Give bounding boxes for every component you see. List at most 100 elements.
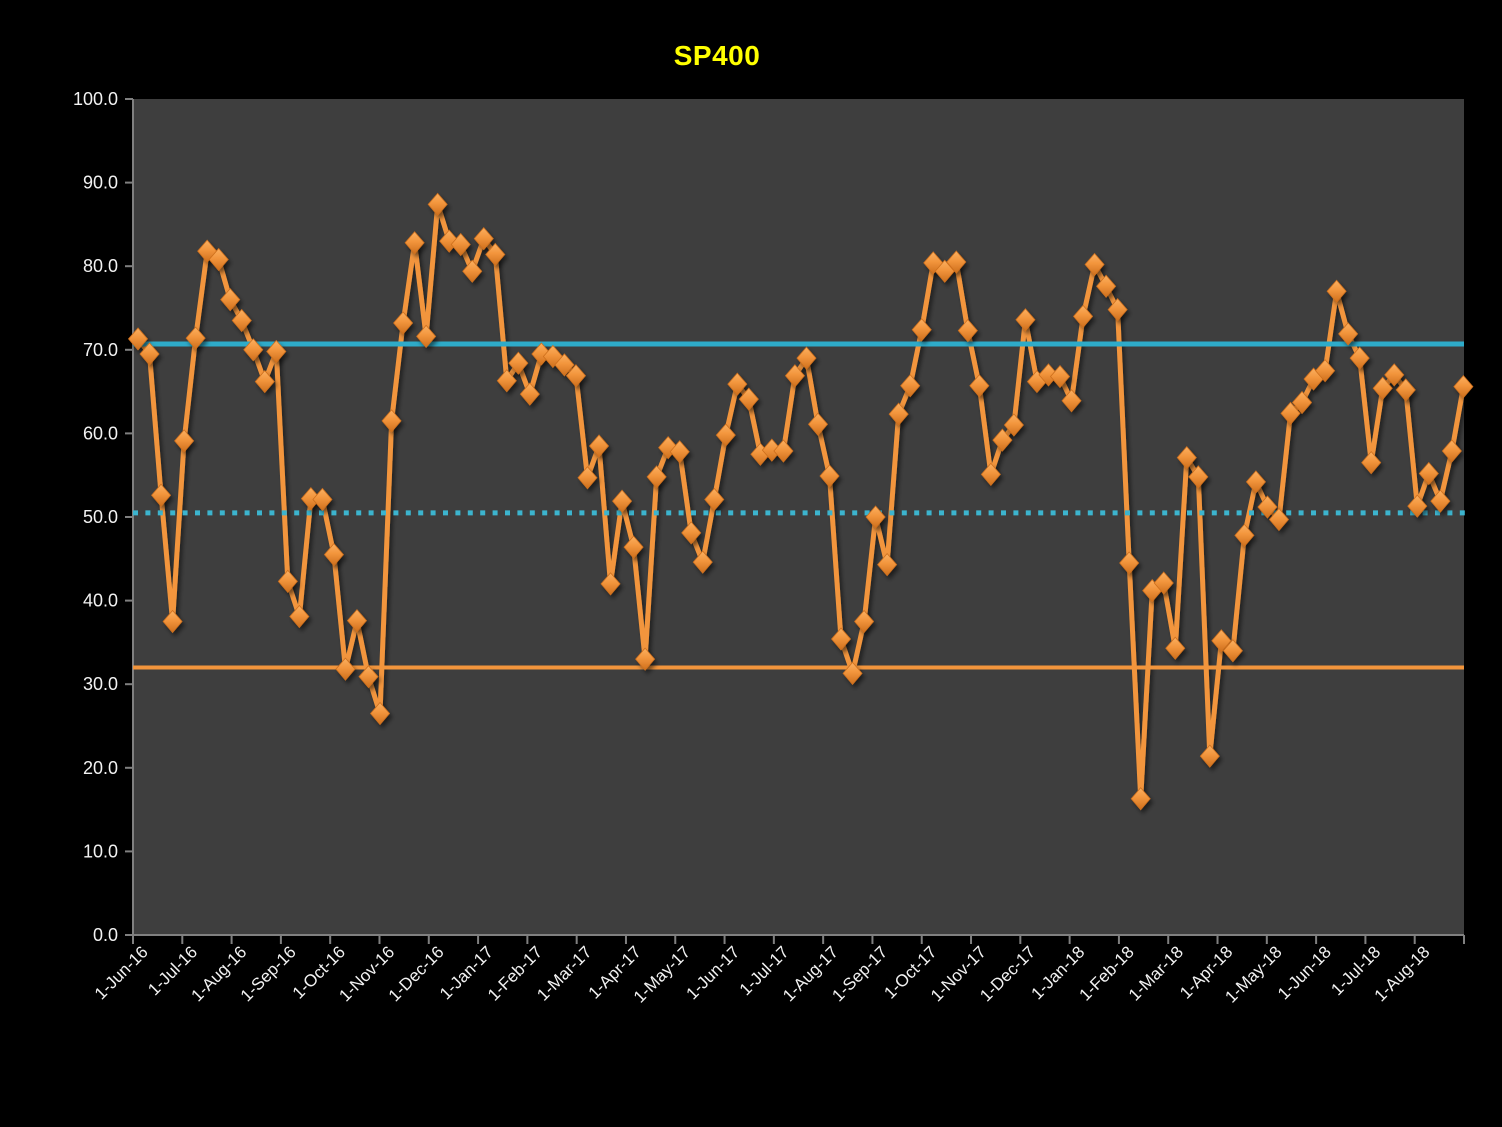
series-marker (485, 242, 506, 267)
series-marker (496, 369, 517, 393)
series-marker (174, 429, 195, 453)
series-marker (1361, 451, 1382, 475)
series-marker (1430, 489, 1451, 513)
series-marker (1245, 470, 1266, 494)
series-marker (773, 439, 794, 463)
series-marker (243, 338, 264, 362)
series-marker (1395, 378, 1416, 402)
series-marker (127, 327, 149, 351)
series-marker (911, 318, 932, 342)
series-marker (1234, 523, 1255, 548)
series-marker (473, 227, 494, 251)
chart-title: SP400 (673, 40, 761, 71)
series-marker (266, 339, 287, 364)
series-marker (980, 462, 1001, 486)
series-marker (865, 505, 886, 529)
y-axis-tick-label: 0.0 (93, 925, 118, 945)
series-marker (208, 247, 229, 272)
series-marker (1015, 308, 1036, 332)
series-marker (1280, 401, 1301, 425)
series-marker (1418, 461, 1439, 486)
y-axis-tick-label: 10.0 (83, 841, 118, 861)
series-marker (565, 364, 586, 388)
y-axis-tick-label: 60.0 (83, 423, 118, 443)
series-marker (1049, 364, 1071, 389)
series-marker (346, 609, 368, 633)
series-marker (416, 324, 437, 349)
series-marker (830, 627, 852, 651)
series-marker (185, 326, 206, 350)
series-marker (404, 231, 425, 255)
series-marker (335, 657, 356, 681)
series-marker (381, 409, 402, 433)
series-marker (588, 434, 610, 458)
series-marker (162, 609, 183, 634)
series-marker (715, 423, 736, 447)
series-marker (393, 311, 414, 335)
y-axis-tick-label: 20.0 (83, 758, 118, 778)
series-marker (519, 382, 540, 406)
series-marker (1188, 465, 1209, 489)
series-marker (1176, 446, 1197, 470)
y-axis-tick-label: 100.0 (73, 89, 118, 109)
plot-area (133, 99, 1464, 935)
series-marker (784, 364, 805, 388)
series-marker (796, 346, 817, 370)
series-marker (727, 372, 748, 396)
series-marker (957, 318, 978, 343)
series-marker (704, 487, 725, 512)
series-marker (807, 412, 829, 436)
series-marker (623, 535, 644, 559)
y-axis-tick-label: 70.0 (83, 340, 118, 360)
series-marker (427, 192, 448, 216)
series-marker (254, 369, 275, 394)
series-marker (1268, 507, 1289, 532)
x-axis-tick-label: 1-Jun-16 (91, 942, 152, 1003)
y-axis-tick-label: 50.0 (83, 507, 118, 527)
series-markers (127, 192, 1474, 811)
series-marker (692, 550, 713, 574)
series-line (135, 201, 1466, 802)
series-marker (577, 466, 598, 490)
y-axis-tick-label: 30.0 (83, 674, 118, 694)
x-axis-tick-label: 1-Mar-17 (533, 942, 595, 1004)
series-marker (1407, 494, 1428, 518)
series-marker (197, 239, 218, 263)
y-axis-tick-label: 90.0 (83, 173, 118, 193)
series-marker (819, 464, 840, 488)
series-marker (600, 572, 621, 596)
x-axis-tick-label: 1-Jun-18 (1274, 942, 1335, 1003)
series-marker (888, 402, 909, 426)
series-marker (1315, 359, 1336, 383)
series-marker (969, 374, 990, 398)
series-marker (635, 647, 656, 671)
series-marker (854, 609, 875, 634)
series-marker (1096, 274, 1117, 298)
series-marker (1073, 304, 1094, 328)
series-marker (369, 701, 391, 726)
series-marker (1384, 363, 1405, 387)
series-marker (646, 465, 667, 489)
series-marker (139, 342, 160, 366)
series-marker (1349, 346, 1370, 370)
series-marker (1441, 439, 1462, 463)
series-marker (842, 661, 863, 685)
series-marker (1292, 390, 1313, 415)
series-marker (992, 428, 1013, 452)
series-marker (1084, 252, 1105, 277)
series-marker (669, 440, 690, 464)
series-marker (1061, 389, 1082, 413)
series-marker (612, 489, 633, 513)
series-marker (900, 374, 921, 398)
series-marker (554, 353, 575, 377)
series-marker (1165, 636, 1186, 660)
series-marker (220, 288, 241, 312)
x-axis-tick-label: 1-Jun-17 (682, 942, 743, 1003)
series-marker (1130, 787, 1151, 811)
series-marker (877, 553, 898, 577)
series-marker (1338, 322, 1359, 346)
series-marker (1453, 374, 1474, 399)
series-marker (1372, 376, 1393, 400)
y-axis-tick-label: 40.0 (83, 591, 118, 611)
